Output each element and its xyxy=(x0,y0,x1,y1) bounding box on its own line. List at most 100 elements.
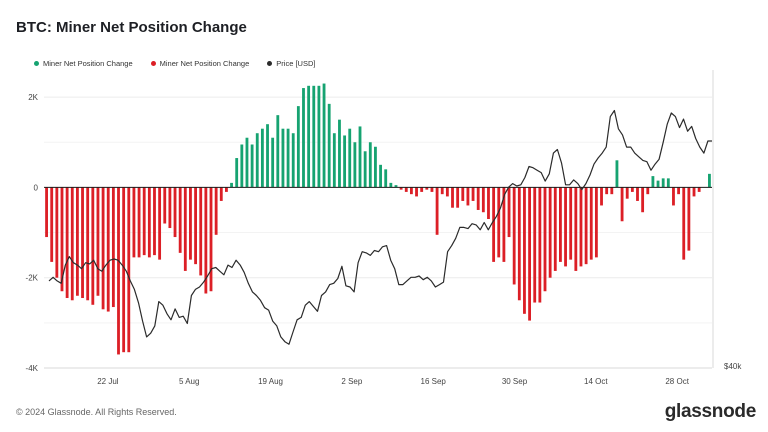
bar-positive xyxy=(353,142,357,188)
bar-positive xyxy=(245,137,249,188)
legend-negative-label: Miner Net Position Change xyxy=(159,59,250,68)
bar-positive xyxy=(343,135,347,188)
bar-positive xyxy=(317,85,321,188)
bar-negative xyxy=(476,187,480,210)
bar-negative xyxy=(415,187,418,197)
x-tick-label: 19 Aug xyxy=(258,377,283,386)
x-tick-label: 5 Aug xyxy=(179,377,199,386)
bar-positive xyxy=(322,83,326,188)
bar-negative xyxy=(481,187,485,213)
bar-positive xyxy=(374,146,377,188)
bar-negative xyxy=(204,187,208,294)
bar-negative xyxy=(487,187,490,219)
bar-negative xyxy=(91,187,95,305)
bar-negative xyxy=(137,187,141,258)
y-tick-label: 0 xyxy=(34,183,39,192)
y-tick-label: -2K xyxy=(26,274,39,283)
bar-negative xyxy=(430,187,434,192)
bar-positive xyxy=(281,128,285,188)
bar-positive xyxy=(666,178,670,188)
bar-negative xyxy=(620,187,624,222)
bar-positive xyxy=(271,137,275,188)
bar-positive xyxy=(394,185,398,188)
legend-positive-dot xyxy=(34,61,39,66)
bar-negative xyxy=(600,187,603,206)
bar-negative xyxy=(65,187,69,299)
bar-negative xyxy=(189,187,192,260)
bar-positive xyxy=(312,85,316,188)
legend-item-negative[interactable]: Miner Net Position Change xyxy=(150,59,250,68)
legend-item-positive[interactable]: Miner Net Position Change xyxy=(34,59,133,68)
legend-negative-dot xyxy=(150,61,156,66)
legend-item-price[interactable]: Price [USD] xyxy=(267,59,315,68)
y-tick-label: -4K xyxy=(26,364,39,373)
bar-negative xyxy=(425,187,429,190)
bar-negative xyxy=(677,187,681,195)
bar-negative xyxy=(564,187,567,267)
bar-negative xyxy=(142,187,146,256)
bar-negative xyxy=(435,187,439,235)
legend-price-label: Price [USD] xyxy=(276,59,316,68)
price-line xyxy=(48,109,712,345)
bar-negative xyxy=(630,187,634,192)
glassnode-logo: glassnode xyxy=(664,401,757,422)
bar-negative xyxy=(548,187,552,278)
bar-negative xyxy=(533,187,537,303)
bar-positive xyxy=(307,85,311,188)
bar-positive xyxy=(348,128,352,188)
bar-negative xyxy=(502,187,506,262)
x-tick-label: 2 Sep xyxy=(341,377,362,386)
bar-negative xyxy=(194,187,197,265)
bar-negative xyxy=(45,187,48,238)
bar-negative xyxy=(646,187,650,195)
bar-positive xyxy=(302,88,305,188)
bar-negative xyxy=(106,187,110,312)
bar-negative xyxy=(153,187,156,256)
bar-negative xyxy=(199,187,203,276)
bar-negative xyxy=(471,187,475,201)
bar-negative xyxy=(697,187,701,192)
bar-negative xyxy=(219,187,223,201)
bar-negative xyxy=(122,187,126,353)
bar-negative xyxy=(636,187,639,201)
bar-negative xyxy=(625,187,629,199)
bar-negative xyxy=(158,187,162,260)
bar-positive xyxy=(368,142,372,188)
bar-negative xyxy=(589,187,593,260)
y-tick-label: 2K xyxy=(28,93,38,102)
bar-positive xyxy=(384,169,388,188)
bar-negative xyxy=(168,187,172,229)
bar-negative xyxy=(682,187,686,260)
bar-positive xyxy=(296,106,300,188)
bar-positive xyxy=(291,133,295,188)
bar-negative xyxy=(692,187,696,197)
bar-negative xyxy=(183,187,187,271)
bar-positive xyxy=(363,151,367,188)
bar-negative xyxy=(399,187,403,190)
bar-negative xyxy=(127,187,131,353)
bar-negative xyxy=(60,187,64,292)
x-tick-label: 30 Sep xyxy=(502,377,528,386)
bar-positive xyxy=(240,144,244,188)
bar-negative xyxy=(75,187,79,296)
bar-negative xyxy=(420,187,424,192)
bar-negative xyxy=(81,187,84,299)
x-tick-label: 16 Sep xyxy=(421,377,447,386)
bar-negative xyxy=(55,187,59,278)
bar-negative xyxy=(445,187,449,197)
bar-negative xyxy=(225,187,228,192)
chart-title: BTC: Miner Net Position Change xyxy=(16,19,247,36)
bar-negative xyxy=(584,187,588,265)
bar-negative xyxy=(687,187,691,251)
legend-positive-label: Miner Net Position Change xyxy=(43,59,133,68)
bar-negative xyxy=(466,187,470,206)
bar-negative xyxy=(641,187,645,213)
bar-negative xyxy=(594,187,598,258)
legend-price-dot xyxy=(267,61,273,66)
bar-positive xyxy=(260,128,264,188)
bar-negative xyxy=(523,187,526,314)
chart-legend: Miner Net Position Change Miner Net Posi… xyxy=(34,59,315,68)
bar-negative xyxy=(461,187,465,201)
